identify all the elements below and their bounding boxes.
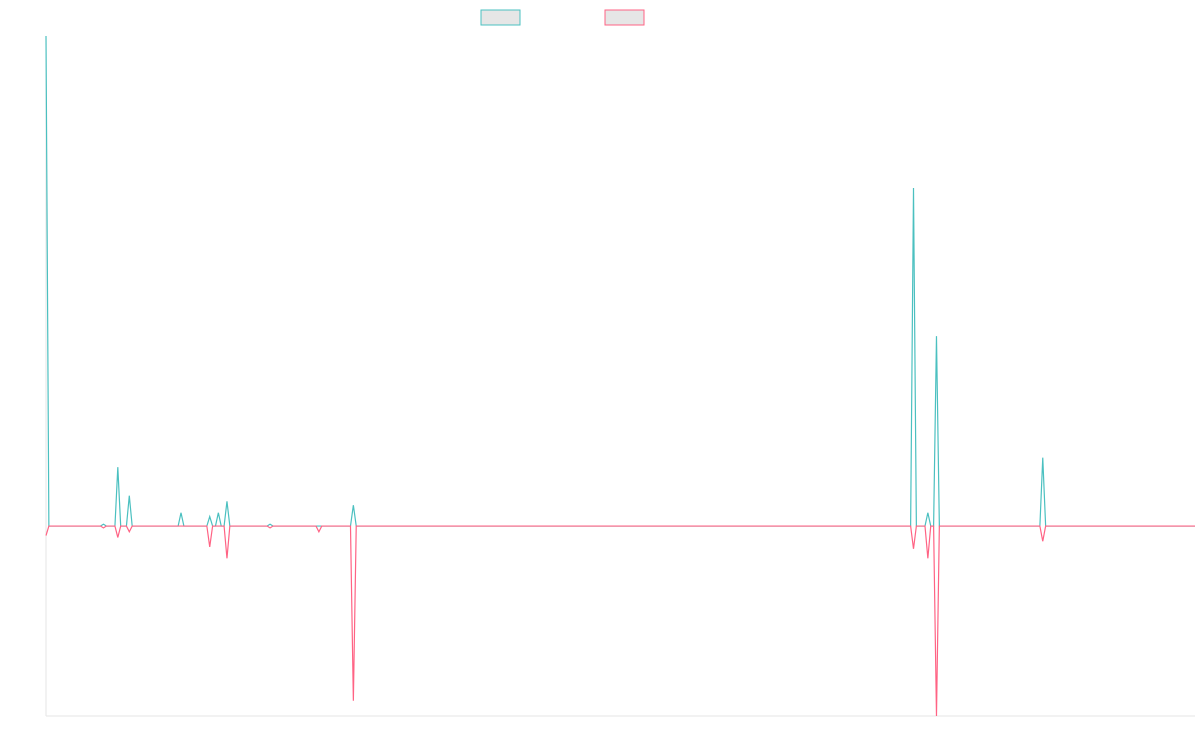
legend-swatch — [604, 9, 645, 26]
legend-swatch — [480, 9, 521, 26]
series-line — [45, 35, 1195, 527]
series-line — [45, 525, 1195, 717]
